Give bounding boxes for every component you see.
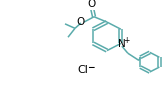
- Text: Cl: Cl: [78, 65, 88, 75]
- Text: −: −: [87, 63, 95, 72]
- Text: N: N: [118, 39, 126, 49]
- Text: +: +: [123, 36, 129, 45]
- Text: O: O: [88, 0, 96, 9]
- Text: O: O: [76, 17, 85, 27]
